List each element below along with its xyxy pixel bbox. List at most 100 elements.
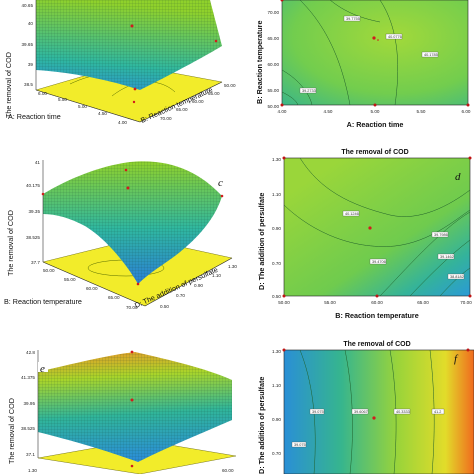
x-axis-label: B: Reaction temperature [4, 297, 82, 306]
contour-line [299, 349, 316, 474]
design-point [466, 348, 470, 352]
y-tick-label: 1.30 [272, 349, 281, 354]
design-point [280, 0, 284, 2]
panel-b: 39.7755 40.0776 40.1785 39.2733 70.00 65… [255, 0, 471, 129]
x-tick-label: 5.50 [417, 109, 426, 114]
y-tick-label: 0.70 [272, 261, 281, 266]
x-axis-label: A: Reaction time [8, 112, 61, 121]
design-point [282, 348, 286, 352]
y-tick-label: 1.30 [272, 157, 281, 162]
center-point [372, 416, 376, 420]
y-tick-label: 50.00 [268, 104, 280, 109]
contour-value-label: 39.2733 [302, 89, 316, 93]
z-tick-label: 40.65 [22, 3, 34, 8]
panel-f: The removal of COD 39.075 39.6067 40.333… [257, 341, 474, 474]
x-tick-label: 4.50 [324, 109, 333, 114]
contour-value-label: 40.1246 [345, 212, 359, 216]
panel-label-c: c [218, 177, 223, 189]
y-tick-label: 60.00 [192, 99, 204, 104]
y-axis-label: D: The addition of persulfate [257, 377, 266, 474]
y-axis [144, 257, 233, 307]
contour-line [344, 349, 353, 474]
design-point [133, 87, 137, 91]
y-tick-label: 1.10 [212, 273, 221, 278]
x-tick-label: 65.00 [108, 295, 120, 300]
contour-line [283, 204, 471, 247]
y-tick-label: 60.00 [268, 62, 280, 67]
chart-title: The removal of COD [341, 149, 408, 156]
y-tick-label: 0.70 [272, 451, 281, 456]
center-point [368, 226, 372, 230]
contour-line [281, 69, 313, 106]
z-tick-label: 38.525 [21, 426, 35, 431]
design-point [214, 39, 218, 43]
design-point [124, 168, 128, 172]
x-tick-label: 6.00 [38, 91, 47, 96]
y-tick-label: 65.00 [268, 36, 280, 41]
design-point [375, 294, 379, 298]
design-point [468, 294, 472, 298]
y-axis-label: B: Reaction temperature [255, 21, 264, 104]
x-tick-label: 55.00 [64, 277, 76, 282]
y-tick-label: 0.90 [272, 226, 281, 231]
design-point [130, 398, 134, 402]
y-tick-label: 0.70 [176, 293, 185, 298]
design-point [126, 186, 130, 190]
z-tick-label: 41 [35, 160, 41, 165]
z-tick-label: 37.1 [26, 452, 35, 457]
z-tick-label: 41.375 [21, 375, 35, 380]
x-axis [35, 89, 141, 123]
y-tick-label: 0.50 [160, 304, 169, 309]
contour-line [429, 349, 435, 474]
y-tick-label: 0.50 [272, 294, 281, 299]
x-tick-label: 5.50 [58, 97, 67, 102]
contour-value-label: 39.7986 [434, 233, 448, 237]
panel-label-e: e [40, 363, 45, 375]
x-tick-label: 50.00 [278, 300, 290, 305]
z-tick-label: 37.7 [31, 260, 40, 265]
y-tick-label: 0.90 [272, 417, 281, 422]
z-axis-label: The removal of COD [6, 210, 15, 276]
panel-d: The removal of COD 40.1246 39.7986 39.47… [257, 149, 472, 320]
center-point [377, 39, 379, 41]
design-point [136, 282, 140, 286]
contour-line [281, 91, 299, 106]
x-tick-label: 65.00 [417, 300, 429, 305]
z-tick-label: 39.95 [24, 401, 36, 406]
x-tick-label: 5.00 [371, 109, 380, 114]
contour-value-label: 38.8182 [450, 275, 464, 279]
z-tick-label: 40.175 [26, 183, 40, 188]
panel-label-d: d [455, 171, 461, 183]
y-tick-label: 1.30 [228, 264, 237, 269]
panel-c: c 41 40.175 39.35 38.525 37.7 50.00 55.0… [4, 160, 237, 310]
x-tick-label: 4.50 [98, 111, 107, 116]
surface-mesh [43, 161, 222, 284]
design-point [282, 156, 286, 160]
x-tick-label: 50.00 [43, 268, 55, 273]
x-tick-label: 60.00 [86, 286, 98, 291]
y-tick-label: 65.00 [176, 107, 188, 112]
design-point [220, 194, 224, 198]
y-axis-label: D: The addition of persulfate [257, 193, 266, 290]
contour-value-label: 40.0776 [388, 35, 402, 39]
x-tick-label: 60.00 [371, 300, 383, 305]
z-tick-label: 38.525 [26, 235, 40, 240]
chart-title: The removal of COD [343, 341, 410, 348]
contour-value-label: 41.2 [434, 410, 441, 414]
contour-line [379, 211, 471, 297]
contour-field [283, 157, 471, 297]
contour-line [379, 0, 398, 106]
design-point [282, 294, 286, 298]
x-tick-label: 4.00 [118, 120, 127, 125]
design-point [373, 103, 377, 107]
contour-value-label: 39.1462 [440, 255, 454, 259]
x-tick-label: 6.00 [462, 109, 471, 114]
contour-value-label: 39.4706 [372, 260, 386, 264]
z-tick-label: 39.65 [22, 42, 34, 47]
design-point [130, 350, 134, 354]
contour-line [299, 157, 471, 217]
z-axis-label: The removal of COD [4, 52, 13, 118]
contour-line [409, 239, 471, 297]
z-tick-label: 39 [28, 62, 34, 67]
